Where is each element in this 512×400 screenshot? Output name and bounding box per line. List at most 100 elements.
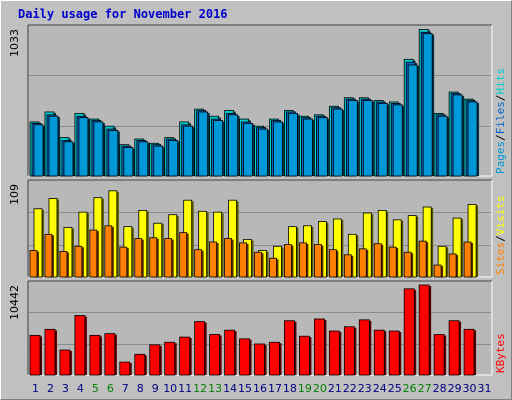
sites-bar: [388, 246, 397, 278]
kbytes-bar: [358, 319, 370, 376]
kbytes-bar: [328, 330, 340, 376]
legend-separator: /: [494, 134, 507, 141]
sites-bar: [463, 241, 472, 278]
pages-bar: [332, 108, 343, 177]
x-tick-label: 19: [298, 382, 312, 395]
x-tick-label: 8: [137, 382, 144, 395]
kbytes-bar: [239, 338, 250, 376]
kbytes-bar: [269, 341, 280, 376]
pages-bar: [78, 117, 89, 177]
sites-bar: [164, 238, 173, 278]
x-tick-label: 1: [32, 382, 39, 395]
legend-pages: Pages: [494, 141, 507, 174]
x-tick-label: 21: [328, 382, 342, 395]
pages-bar: [437, 115, 448, 177]
x-tick-label: 25: [388, 382, 402, 395]
pages-bar: [467, 101, 478, 177]
x-tick-label: 2: [47, 382, 54, 395]
sites-bar: [29, 250, 38, 278]
kbytes-bar: [463, 328, 475, 376]
x-tick-label: 24: [373, 382, 387, 395]
legend-sites: Sites: [494, 242, 507, 275]
x-tick-label: 23: [358, 382, 372, 395]
x-tick-label: 5: [92, 382, 99, 395]
sites-bar: [373, 243, 382, 278]
sites-bar: [433, 264, 442, 278]
sites-bar: [418, 240, 427, 278]
pages-bar: [243, 122, 253, 177]
x-tick-label: 3: [62, 382, 69, 395]
chart-title: Daily usage for November 2016: [18, 7, 228, 21]
kbytes-bar: [313, 318, 325, 376]
kbytes-bar: [149, 344, 161, 376]
x-tick-label: 13: [208, 382, 222, 395]
kbytes-bar: [299, 335, 310, 376]
legend-separator: /: [494, 235, 507, 242]
kbytes-bar: [74, 315, 86, 376]
x-tick-label: 30: [463, 382, 477, 395]
sites-bar: [104, 225, 113, 278]
pages-bar: [273, 121, 283, 177]
sites-bar: [284, 244, 292, 278]
pages-bar: [392, 104, 403, 177]
kbytes-bar: [179, 336, 191, 376]
pages-bar: [347, 100, 358, 177]
pages-bar: [258, 128, 268, 177]
y-max-label: 1033: [8, 29, 21, 57]
kbytes-bar: [388, 330, 400, 376]
sites-bar: [269, 257, 277, 278]
legend-hits: Hits: [494, 68, 507, 95]
kbytes-bar: [403, 288, 415, 376]
pages-bar: [407, 64, 418, 177]
pages-bar: [317, 117, 328, 177]
x-tick-label: 11: [178, 382, 192, 395]
pages-bar: [138, 141, 149, 177]
pages-bar: [362, 100, 373, 177]
pages-bar: [213, 120, 224, 177]
sites-bar: [358, 248, 367, 278]
x-tick-label: 15: [238, 382, 252, 395]
x-tick-label: 29: [448, 382, 462, 395]
sites-bar: [254, 251, 262, 278]
x-tick-label: 17: [268, 382, 282, 395]
sites-bar: [343, 254, 352, 278]
x-tick-label: 6: [107, 382, 114, 395]
pages-bar: [377, 103, 388, 177]
sites-bar: [209, 241, 218, 278]
kbytes-bar: [104, 333, 116, 376]
x-tick-label: 10: [163, 382, 177, 395]
pages-bar: [422, 33, 433, 177]
kbytes-bar: [448, 320, 460, 376]
kbytes-bar: [433, 334, 445, 376]
sites-bar: [299, 242, 307, 278]
legend: KBytes: [494, 333, 507, 373]
pages-bar: [108, 130, 119, 177]
sites-bar: [119, 246, 128, 278]
kbytes-bar: [209, 334, 221, 376]
kbytes-bar: [134, 353, 146, 376]
legend: Pages/Files/Hits: [494, 68, 507, 174]
kbytes-bar: [119, 361, 131, 376]
pages-bar: [33, 124, 44, 177]
pages-bar: [303, 118, 313, 177]
sites-bar: [313, 244, 322, 278]
legend: Sites/Visits: [494, 196, 507, 276]
kbytes-bar: [224, 329, 235, 376]
kbytes-bar: [284, 320, 295, 376]
pages-bar: [168, 140, 179, 177]
pages-bar: [183, 125, 194, 177]
pages-bar: [288, 112, 298, 177]
pages-bar: [123, 147, 134, 177]
pages-bar: [93, 121, 104, 177]
x-tick-label: 12: [193, 382, 207, 395]
pages-bar: [48, 115, 59, 177]
kbytes-bar: [254, 343, 265, 376]
x-tick-label: 14: [223, 382, 237, 395]
x-tick-label: 16: [253, 382, 267, 395]
pages-bar: [198, 111, 209, 177]
x-tick-label: 9: [152, 382, 159, 395]
kbytes-bar: [29, 334, 41, 376]
sites-bar: [44, 233, 53, 278]
x-tick-label: 22: [343, 382, 357, 395]
